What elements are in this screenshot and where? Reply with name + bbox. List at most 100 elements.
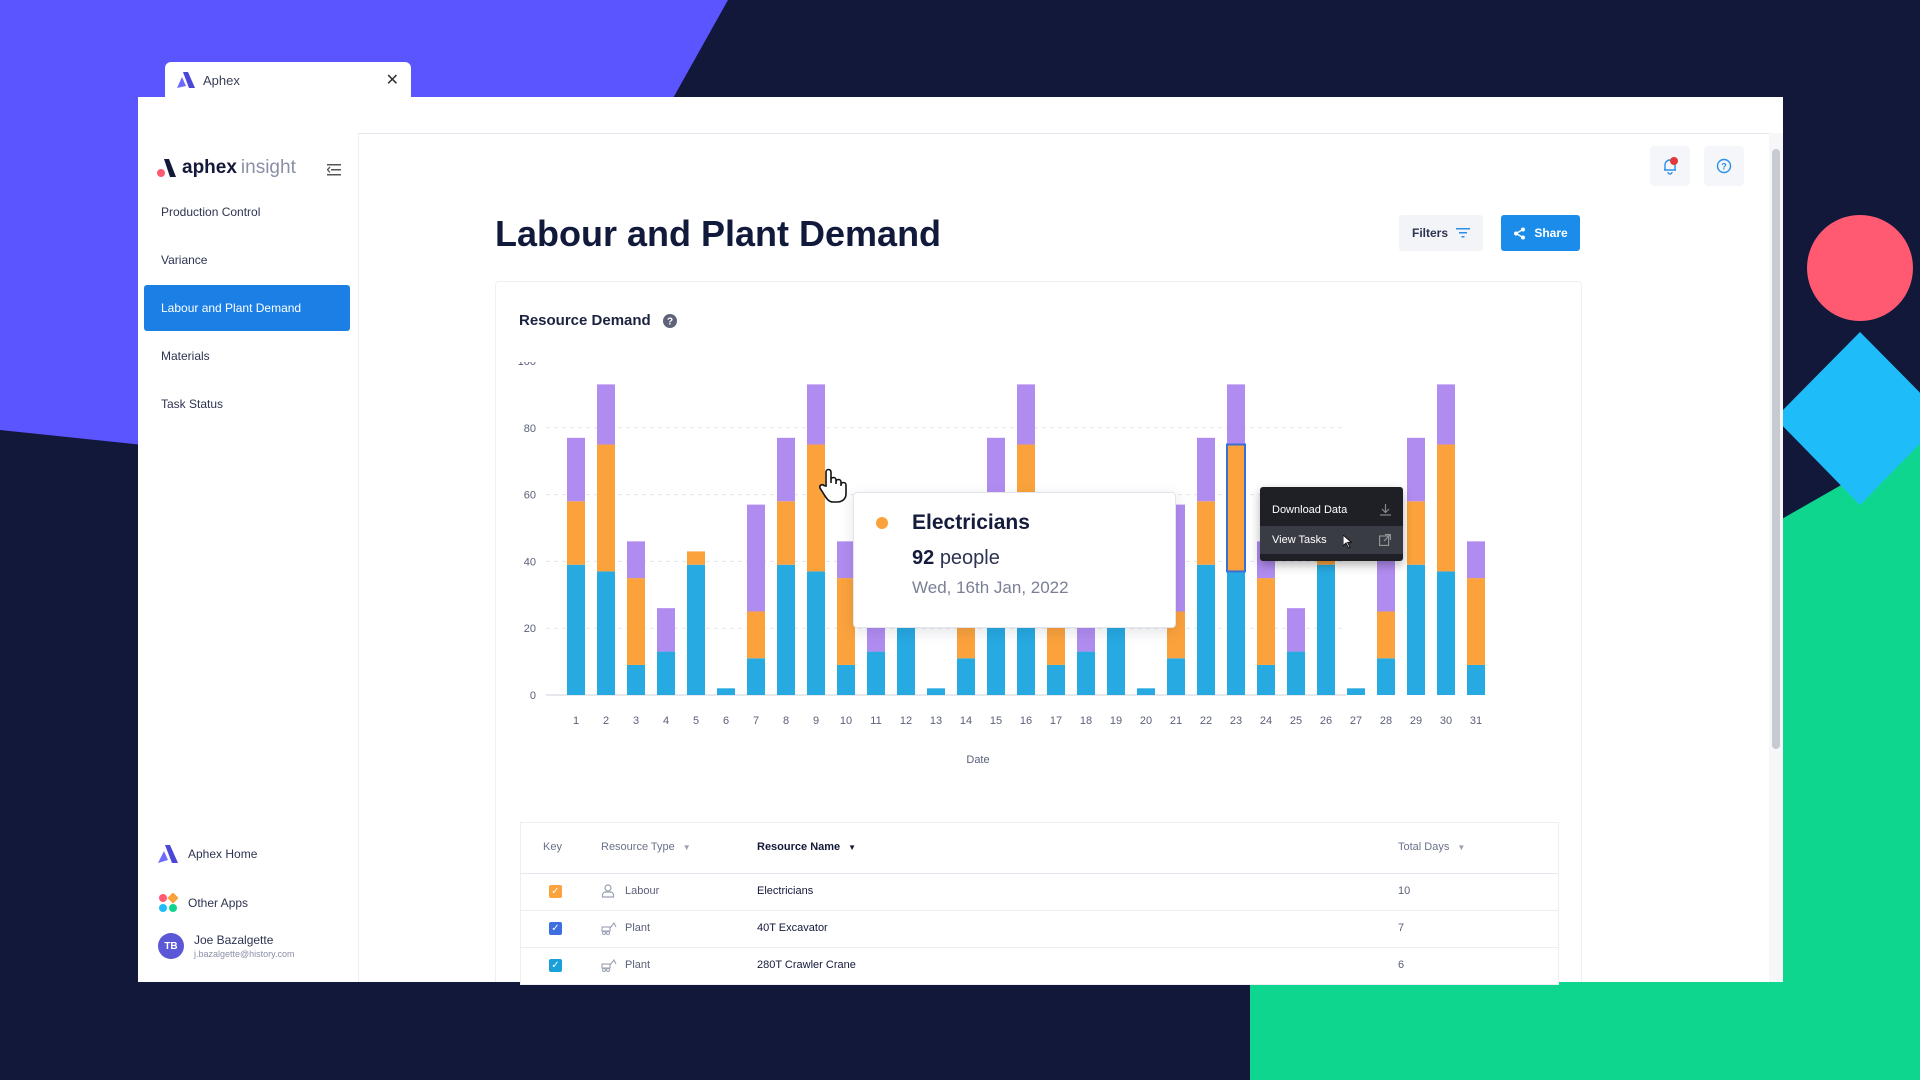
nav-label: Labour and Plant Demand: [161, 301, 302, 315]
bar-segment[interactable]: [717, 688, 735, 695]
row-checkbox[interactable]: ✓: [549, 922, 562, 935]
card-title-text: Resource Demand: [519, 312, 651, 329]
bar-segment[interactable]: [747, 658, 765, 695]
bar-segment[interactable]: [747, 504, 765, 612]
bar-segment[interactable]: [1257, 664, 1275, 695]
bar-segment[interactable]: [1137, 688, 1155, 695]
bar-segment[interactable]: [597, 444, 615, 572]
bar-segment[interactable]: [837, 578, 855, 665]
bar-segment[interactable]: [777, 501, 795, 565]
bar-segment[interactable]: [627, 541, 645, 579]
bar-segment[interactable]: [1167, 658, 1185, 695]
download-data-item[interactable]: Download Data: [1260, 496, 1403, 524]
bar-segment[interactable]: [927, 688, 945, 695]
nav-task-status[interactable]: Task Status: [144, 381, 350, 427]
bar-segment[interactable]: [597, 571, 615, 695]
bar-segment[interactable]: [567, 501, 585, 565]
bar-segment[interactable]: [687, 551, 705, 565]
bar-segment[interactable]: [777, 437, 795, 502]
bar-segment[interactable]: [837, 664, 855, 695]
column-header-name[interactable]: Resource Name ▼: [757, 841, 857, 853]
bar-segment[interactable]: [1467, 541, 1485, 579]
bar-segment[interactable]: [807, 444, 825, 572]
bar-segment[interactable]: [1407, 564, 1425, 695]
share-icon: [1514, 227, 1526, 239]
column-header-type[interactable]: Resource Type ▼: [601, 841, 691, 853]
y-tick-label: 20: [524, 623, 536, 635]
browser-tab[interactable]: Aphex ✕: [165, 62, 411, 98]
bar-segment[interactable]: [837, 541, 855, 579]
cell-name: 280T Crawler Crane: [757, 959, 856, 971]
x-tick-label: 15: [990, 715, 1002, 727]
close-tab-icon[interactable]: ✕: [385, 72, 399, 89]
bar-segment[interactable]: [1047, 664, 1065, 695]
bar-segment[interactable]: [627, 664, 645, 695]
bar-segment[interactable]: [1467, 664, 1485, 695]
bar-segment[interactable]: [657, 651, 675, 695]
bar-segment[interactable]: [807, 571, 825, 695]
bar-segment[interactable]: [957, 658, 975, 695]
column-header-key: Key: [543, 841, 562, 853]
bar-segment[interactable]: [627, 578, 645, 665]
bar-segment[interactable]: [1077, 651, 1095, 695]
bar-segment[interactable]: [567, 564, 585, 695]
bar-segment[interactable]: [1437, 571, 1455, 695]
bar-segment[interactable]: [567, 437, 585, 502]
nav-production-control[interactable]: Production Control: [144, 189, 350, 235]
bar-segment[interactable]: [1017, 384, 1035, 445]
column-header-days[interactable]: Total Days ▼: [1398, 841, 1466, 853]
nav-materials[interactable]: Materials: [144, 333, 350, 379]
row-checkbox[interactable]: ✓: [549, 885, 562, 898]
table-row[interactable]: ✓ Labour Electricians 10: [521, 874, 1558, 911]
bar-segment[interactable]: [1197, 501, 1215, 565]
x-tick-label: 25: [1290, 715, 1302, 727]
pointer-cursor-icon: [1343, 535, 1353, 549]
nav-labour-and-plant-demand[interactable]: Labour and Plant Demand: [144, 285, 350, 331]
bar-segment[interactable]: [657, 608, 675, 652]
bar-segment[interactable]: [1257, 578, 1275, 665]
share-button[interactable]: Share: [1501, 215, 1580, 251]
bar-segment[interactable]: [1197, 564, 1215, 695]
row-checkbox[interactable]: ✓: [549, 959, 562, 972]
x-tick-label: 31: [1470, 715, 1482, 727]
nav-variance[interactable]: Variance: [144, 237, 350, 283]
bar-segment[interactable]: [1407, 501, 1425, 565]
bar-segment[interactable]: [1377, 658, 1395, 695]
bar-segment[interactable]: [687, 564, 705, 695]
bar-segment[interactable]: [1287, 651, 1305, 695]
bar-segment[interactable]: [747, 611, 765, 659]
bar-segment[interactable]: [1437, 444, 1455, 572]
bar-segment[interactable]: [1407, 437, 1425, 502]
brand-logo[interactable]: aphex insight: [156, 157, 296, 179]
bar-segment[interactable]: [1437, 384, 1455, 445]
notifications-button[interactable]: [1650, 146, 1690, 186]
view-tasks-item[interactable]: View Tasks: [1260, 526, 1403, 554]
collapse-sidebar-icon[interactable]: [327, 163, 343, 177]
table-row[interactable]: ✓ Plant 280T Crawler Crane 6: [521, 948, 1558, 985]
bar-segment[interactable]: [1467, 578, 1485, 665]
bar-segment[interactable]: [777, 564, 795, 695]
help-button[interactable]: ?: [1704, 146, 1744, 186]
scrollbar[interactable]: [1769, 133, 1783, 982]
table-row[interactable]: ✓ Plant 40T Excavator 7: [521, 911, 1558, 948]
user-profile[interactable]: TB Joe Bazalgette j.bazalgette@history.c…: [158, 933, 295, 959]
bar-segment[interactable]: [597, 384, 615, 445]
aphex-home-link[interactable]: Aphex Home: [158, 845, 257, 863]
bar-segment[interactable]: [987, 437, 1005, 502]
y-tick-label: 80: [524, 423, 536, 435]
bar-segment[interactable]: [1227, 384, 1245, 445]
scrollbar-thumb[interactable]: [1772, 149, 1780, 749]
bar-segment[interactable]: [1347, 688, 1365, 695]
x-tick-label: 11: [870, 715, 881, 727]
bar-segment[interactable]: [1227, 571, 1245, 695]
bar-segment[interactable]: [1227, 444, 1245, 572]
other-apps-link[interactable]: Other Apps: [158, 893, 248, 913]
bar-segment[interactable]: [1377, 611, 1395, 659]
bar-segment[interactable]: [807, 384, 825, 445]
filters-button[interactable]: Filters: [1399, 215, 1483, 251]
bar-segment[interactable]: [1287, 608, 1305, 652]
bar-segment[interactable]: [1197, 437, 1215, 502]
bar-segment[interactable]: [1317, 564, 1335, 695]
bar-segment[interactable]: [867, 651, 885, 695]
help-circle-icon[interactable]: ?: [662, 313, 677, 328]
